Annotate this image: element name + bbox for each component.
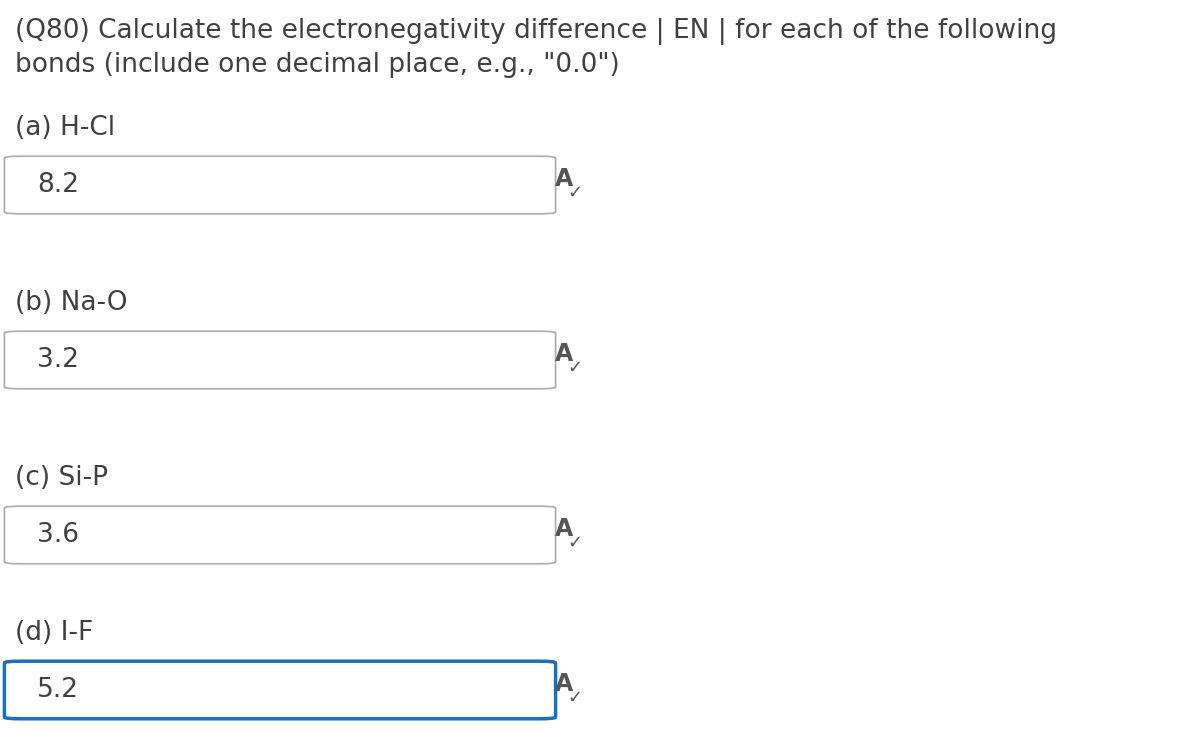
Text: A: A (554, 342, 574, 366)
Text: A: A (554, 517, 574, 541)
FancyBboxPatch shape (5, 331, 556, 389)
Text: ✓: ✓ (568, 534, 582, 552)
Text: 5.2: 5.2 (37, 677, 79, 703)
Text: (a) H-Cl: (a) H-Cl (14, 115, 115, 141)
FancyBboxPatch shape (5, 661, 556, 719)
Text: (c) Si-P: (c) Si-P (14, 465, 108, 491)
Text: ✓: ✓ (568, 689, 582, 707)
Text: A: A (554, 672, 574, 696)
FancyBboxPatch shape (5, 506, 556, 564)
Text: (Q80) Calculate the electronegativity difference | EN | for each of the followin: (Q80) Calculate the electronegativity di… (14, 18, 1057, 45)
Text: ✓: ✓ (568, 359, 582, 377)
Text: 3.2: 3.2 (37, 347, 79, 373)
Text: 3.6: 3.6 (37, 522, 79, 548)
Text: 8.2: 8.2 (37, 172, 79, 198)
Text: ✓: ✓ (568, 184, 582, 202)
FancyBboxPatch shape (5, 156, 556, 214)
Text: A: A (554, 167, 574, 191)
Text: (d) I-F: (d) I-F (14, 620, 94, 646)
Text: bonds (include one decimal place, e.g., "0.0"): bonds (include one decimal place, e.g., … (14, 52, 619, 78)
Text: (b) Na-O: (b) Na-O (14, 290, 127, 316)
